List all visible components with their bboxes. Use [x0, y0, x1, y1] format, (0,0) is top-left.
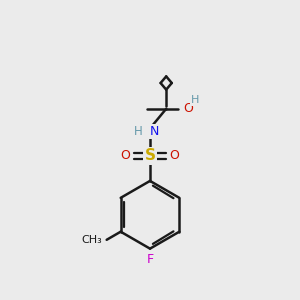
- Text: O: O: [121, 149, 130, 162]
- Text: N: N: [150, 125, 159, 138]
- Text: CH₃: CH₃: [82, 235, 102, 245]
- Text: O: O: [169, 149, 179, 162]
- Text: H: H: [190, 95, 199, 105]
- Text: H: H: [134, 125, 142, 138]
- Text: O: O: [183, 102, 193, 115]
- Text: S: S: [145, 148, 155, 164]
- Text: F: F: [146, 253, 154, 266]
